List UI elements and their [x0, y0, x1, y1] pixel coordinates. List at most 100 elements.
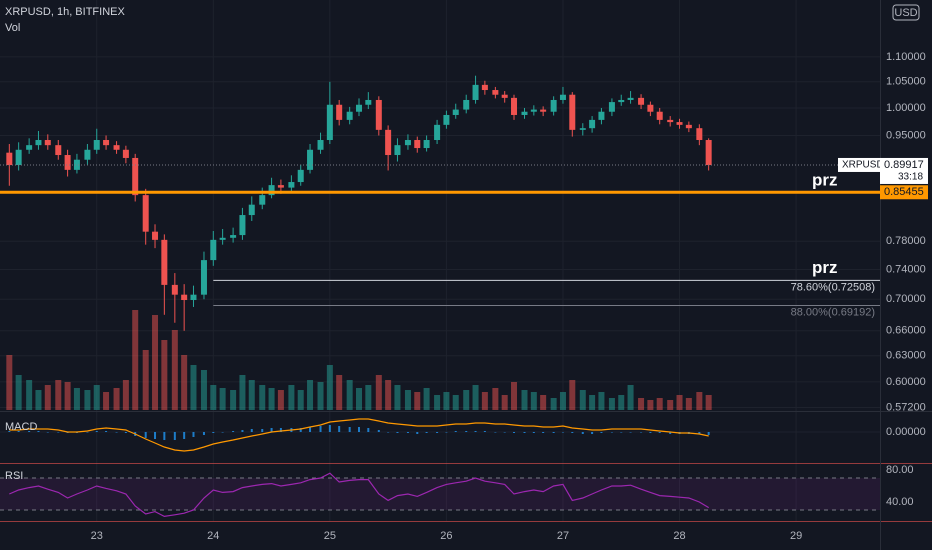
fib-note: prz — [812, 258, 838, 277]
x-tick-label: 25 — [324, 530, 336, 542]
volume-bar — [239, 375, 246, 410]
x-tick-label: 28 — [673, 530, 685, 542]
y-tick-label: 0.57200 — [886, 401, 926, 413]
volume-label: Vol — [5, 22, 20, 34]
volume-bar — [171, 330, 178, 410]
volume-bar — [307, 380, 314, 410]
macd-histogram-bar — [436, 432, 439, 433]
candle-body — [259, 195, 266, 205]
candle-body — [122, 149, 129, 158]
macd-histogram-bar — [46, 432, 49, 433]
volume-bar — [434, 395, 441, 410]
macd-histogram-bar — [649, 432, 652, 433]
candle-body — [589, 119, 596, 129]
y-tick-label: 1.00000 — [886, 102, 926, 114]
macd-histogram-bar — [669, 432, 672, 434]
macd-histogram-bar — [105, 431, 108, 432]
macd-histogram-bar — [183, 432, 186, 439]
volume-bar — [259, 385, 266, 410]
x-tick-label: 24 — [207, 530, 219, 542]
volume-bar — [277, 390, 284, 410]
volume-bar — [132, 310, 139, 410]
macd-histogram-bar — [17, 431, 20, 432]
volume-bar — [26, 380, 33, 410]
volume-bar — [414, 392, 421, 410]
candle-body — [375, 99, 382, 130]
y-tick-label: 0.74000 — [886, 263, 926, 275]
macd-histogram-bar — [357, 427, 360, 432]
macd-histogram-bar — [202, 432, 205, 435]
currency-badge[interactable] — [892, 4, 920, 21]
candle-body — [705, 140, 712, 166]
candle-body — [200, 260, 207, 295]
candle-body — [248, 204, 255, 216]
volume-bar — [696, 392, 703, 410]
volume-bar — [472, 385, 479, 410]
volume-bar — [638, 398, 645, 410]
currency-label[interactable]: USD — [894, 7, 917, 19]
candle-body — [73, 159, 80, 170]
volume-bar — [55, 380, 62, 410]
candle-body — [6, 152, 13, 166]
candle-body — [638, 97, 645, 105]
macd-histogram-bar — [620, 432, 623, 433]
macd-histogram-bar — [115, 432, 118, 433]
macd-histogram-bar — [95, 431, 98, 432]
candle-body — [667, 119, 674, 123]
volume-bar — [44, 385, 51, 410]
candle-body — [161, 239, 168, 285]
macd-histogram-bar — [367, 428, 370, 432]
macd-histogram-bar — [425, 432, 428, 433]
candle-body — [550, 99, 557, 112]
volume-bar — [15, 375, 22, 410]
candle-body — [288, 182, 295, 188]
candle-body — [132, 157, 139, 196]
candle-body — [142, 195, 149, 232]
candle-body — [277, 185, 284, 188]
candle-body — [443, 114, 450, 125]
candle-body — [463, 99, 470, 110]
macd-histogram-bar — [377, 430, 380, 432]
macd-histogram-bar — [144, 432, 147, 438]
candle-body — [414, 140, 421, 149]
rsi-tick-label: 40.00 — [886, 496, 914, 508]
volume-bar — [248, 380, 255, 410]
candle-body — [219, 237, 226, 240]
macd-histogram-bar — [465, 431, 468, 432]
volume-bar — [84, 390, 91, 410]
rsi-line — [9, 472, 710, 518]
volume-bar — [501, 395, 508, 410]
volume-bar — [210, 385, 217, 410]
macd-histogram-bar — [221, 432, 224, 433]
macd-histogram-bar — [552, 432, 555, 433]
volume-bar — [511, 382, 518, 410]
candle-body — [423, 140, 430, 149]
candle-body — [346, 111, 353, 120]
rsi-tick-label: 80.00 — [886, 464, 914, 476]
volume-bar — [481, 392, 488, 410]
macd-histogram-bar — [610, 432, 613, 433]
volume-bar — [404, 390, 411, 410]
volume-bar — [492, 388, 499, 410]
macd-histogram-bar — [640, 432, 643, 433]
candle-body — [481, 84, 488, 91]
volume-bar — [326, 365, 333, 410]
macd-histogram-bar — [600, 432, 603, 433]
candle-body — [685, 124, 692, 129]
candle-body — [404, 140, 411, 146]
candle-body — [336, 104, 343, 120]
candle-body — [618, 99, 625, 103]
level-axis-label: 0.85455 — [884, 186, 924, 198]
candle-body — [696, 128, 703, 141]
volume-bar — [6, 355, 13, 410]
volume-bar — [667, 400, 674, 410]
candle-body — [472, 84, 479, 100]
volume-bar — [385, 380, 392, 410]
macd-histogram-bar — [707, 432, 710, 435]
candle-body — [152, 231, 159, 240]
macd-histogram-bar — [698, 432, 701, 434]
candle-body — [44, 140, 51, 146]
macd-histogram-bar — [494, 432, 497, 433]
macd-histogram-bar — [348, 427, 351, 432]
volume-bar — [219, 388, 226, 410]
